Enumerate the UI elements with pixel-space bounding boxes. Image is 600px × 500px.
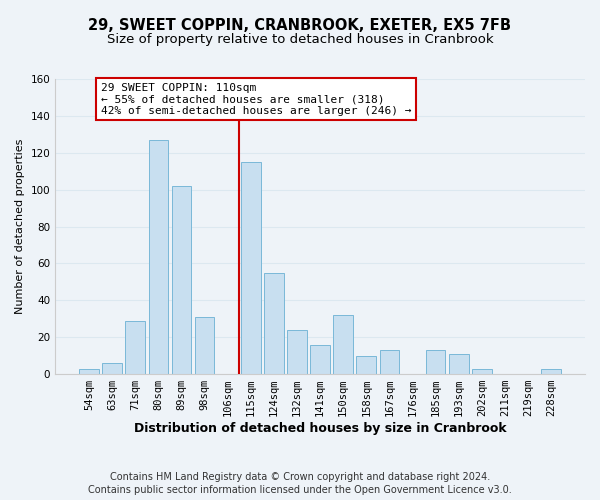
Text: Size of property relative to detached houses in Cranbrook: Size of property relative to detached ho… bbox=[107, 32, 493, 46]
Bar bbox=[334, 315, 353, 374]
Text: 29, SWEET COPPIN, CRANBROOK, EXETER, EX5 7FB: 29, SWEET COPPIN, CRANBROOK, EXETER, EX5… bbox=[89, 18, 511, 32]
Bar bbox=[380, 350, 399, 374]
Bar bbox=[172, 186, 191, 374]
Bar bbox=[149, 140, 168, 374]
Bar bbox=[310, 344, 330, 374]
Bar bbox=[241, 162, 260, 374]
Bar bbox=[287, 330, 307, 374]
Bar bbox=[541, 368, 561, 374]
Bar bbox=[195, 317, 214, 374]
Text: Contains HM Land Registry data © Crown copyright and database right 2024.: Contains HM Land Registry data © Crown c… bbox=[110, 472, 490, 482]
Text: 29 SWEET COPPIN: 110sqm
← 55% of detached houses are smaller (318)
42% of semi-d: 29 SWEET COPPIN: 110sqm ← 55% of detache… bbox=[101, 82, 411, 116]
Bar bbox=[356, 356, 376, 374]
X-axis label: Distribution of detached houses by size in Cranbrook: Distribution of detached houses by size … bbox=[134, 422, 506, 435]
Text: Contains public sector information licensed under the Open Government Licence v3: Contains public sector information licen… bbox=[88, 485, 512, 495]
Bar bbox=[264, 272, 284, 374]
Bar bbox=[125, 320, 145, 374]
Bar bbox=[103, 363, 122, 374]
Bar bbox=[472, 368, 491, 374]
Bar bbox=[79, 368, 99, 374]
Bar bbox=[426, 350, 445, 374]
Bar bbox=[449, 354, 469, 374]
Y-axis label: Number of detached properties: Number of detached properties bbox=[15, 139, 25, 314]
